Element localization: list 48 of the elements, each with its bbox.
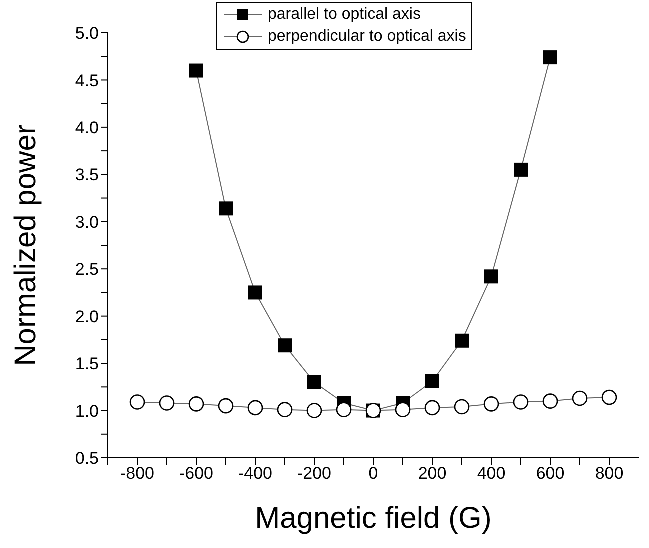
point	[455, 334, 469, 348]
point	[159, 396, 175, 411]
legend-label: parallel to optical axis	[268, 6, 421, 24]
x-tick-label: -400	[238, 464, 273, 484]
legend-label: perpendicular to optical axis	[268, 28, 466, 46]
y-tick-label: 3.5	[75, 166, 99, 185]
point	[484, 396, 500, 412]
x-tick-label: -800	[120, 464, 155, 484]
x-tick-label: -600	[179, 464, 214, 484]
y-tick-label: 1.0	[75, 402, 99, 421]
y-tick-label: 5.0	[75, 24, 99, 44]
point	[219, 202, 233, 216]
point	[454, 399, 470, 415]
point	[484, 270, 498, 284]
point	[190, 64, 204, 78]
x-tick-label: 800	[595, 464, 624, 484]
point	[277, 402, 293, 418]
point	[602, 390, 618, 406]
point	[306, 403, 322, 418]
point	[424, 400, 440, 416]
point	[188, 396, 204, 412]
point	[395, 402, 411, 418]
point	[336, 402, 352, 418]
point	[308, 375, 322, 390]
point	[426, 374, 440, 388]
y-tick-label: 4.0	[75, 118, 99, 138]
y-tick-label: 4.5	[75, 71, 99, 90]
y-tick-label: 3.0	[75, 212, 99, 232]
y-tick-label: 1.5	[75, 354, 99, 374]
point	[542, 394, 558, 409]
point	[248, 400, 264, 416]
x-tick-label: -200	[297, 464, 332, 484]
x-tick-label: 200	[418, 464, 447, 484]
y-axis-title: Normalized power	[10, 124, 43, 366]
y-tick-label: 2.0	[75, 307, 99, 326]
x-tick-label: 0	[368, 464, 378, 484]
y-tick-label: 0.5	[75, 449, 99, 468]
x-tick-label: 400	[477, 464, 506, 484]
point	[278, 338, 292, 353]
point	[514, 162, 528, 177]
point	[218, 398, 234, 414]
x-tick-label: 600	[536, 464, 565, 484]
point	[572, 390, 588, 406]
point	[513, 394, 529, 410]
x-axis-title: Magnetic field (G)	[255, 502, 492, 535]
y-tick-label: 2.5	[75, 260, 99, 280]
point	[248, 286, 262, 300]
point	[544, 50, 558, 65]
